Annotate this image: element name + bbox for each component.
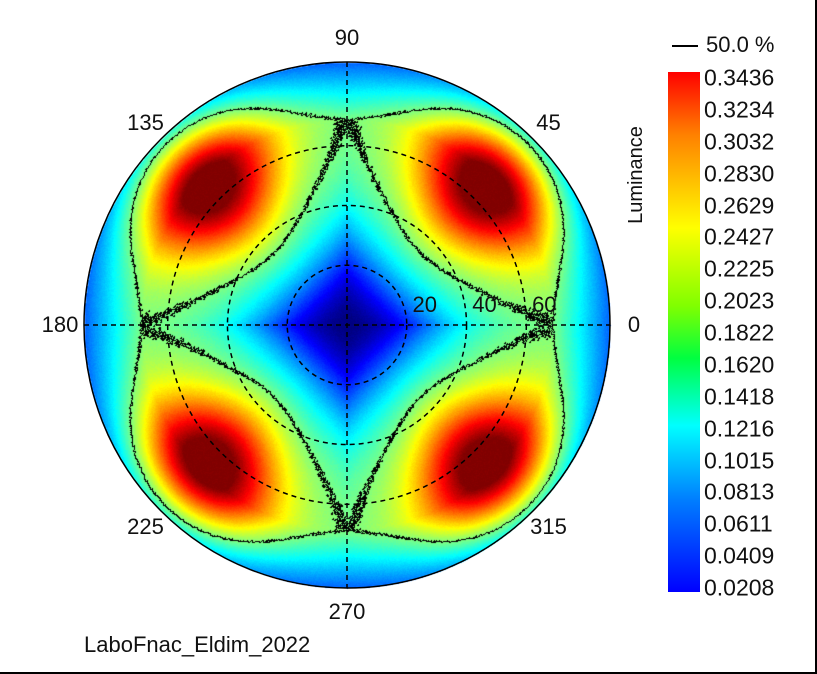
colorbar-tick-label: 0.3234 bbox=[704, 98, 774, 121]
inclination-label-40: 40 bbox=[472, 294, 496, 316]
colorbar-title: Luminance bbox=[626, 126, 646, 224]
colorbar-tick-label: 0.2225 bbox=[704, 258, 774, 281]
colorbar bbox=[668, 72, 700, 592]
inclination-label-20: 20 bbox=[413, 294, 437, 316]
colorbar-tick-label: 0.2830 bbox=[704, 162, 774, 185]
chart-title: LaboFnac_Eldim_2022 bbox=[84, 634, 310, 656]
azimuth-label-90: 90 bbox=[335, 27, 359, 49]
colorbar-tick-label: 0.2427 bbox=[704, 226, 774, 249]
colorbar-tick-label: 0.0611 bbox=[704, 513, 773, 536]
azimuth-label-270: 270 bbox=[329, 601, 366, 623]
colorbar-tick-label: 0.0813 bbox=[704, 481, 774, 504]
colorbar-tick-label: 0.0208 bbox=[704, 577, 774, 600]
colorbar-tick-label: 0.0409 bbox=[704, 545, 774, 568]
colorbar-tick-label: 0.1015 bbox=[704, 449, 774, 472]
colorbar-tick-label: 0.1620 bbox=[704, 353, 774, 376]
inclination-label-60: 60 bbox=[532, 294, 556, 316]
colorbar-tick-label: 0.3032 bbox=[704, 130, 774, 153]
azimuth-label-225: 225 bbox=[127, 516, 164, 538]
colorbar-tick-label: 0.2629 bbox=[704, 194, 774, 217]
contour-legend-line bbox=[672, 45, 698, 47]
colorbar-tick-label: 0.1216 bbox=[704, 417, 774, 440]
azimuth-label-135: 135 bbox=[127, 112, 164, 134]
azimuth-label-45: 45 bbox=[536, 112, 560, 134]
colorbar-tick-label: 0.1822 bbox=[704, 322, 774, 345]
colorbar-tick-label: 0.2023 bbox=[704, 290, 774, 313]
azimuth-label-0: 0 bbox=[628, 314, 640, 336]
azimuth-label-180: 180 bbox=[42, 314, 79, 336]
luminance-polar-chart: 0 45 90 135 180 225 270 315 20 40 60 50.0 % 0.3436… bbox=[0, 0, 817, 674]
colorbar-tick-label: 0.3436 bbox=[704, 67, 774, 90]
contour-legend-label: 50.0 % bbox=[706, 34, 775, 56]
colorbar-tick-label: 0.1418 bbox=[704, 385, 774, 408]
azimuth-label-315: 315 bbox=[530, 516, 567, 538]
